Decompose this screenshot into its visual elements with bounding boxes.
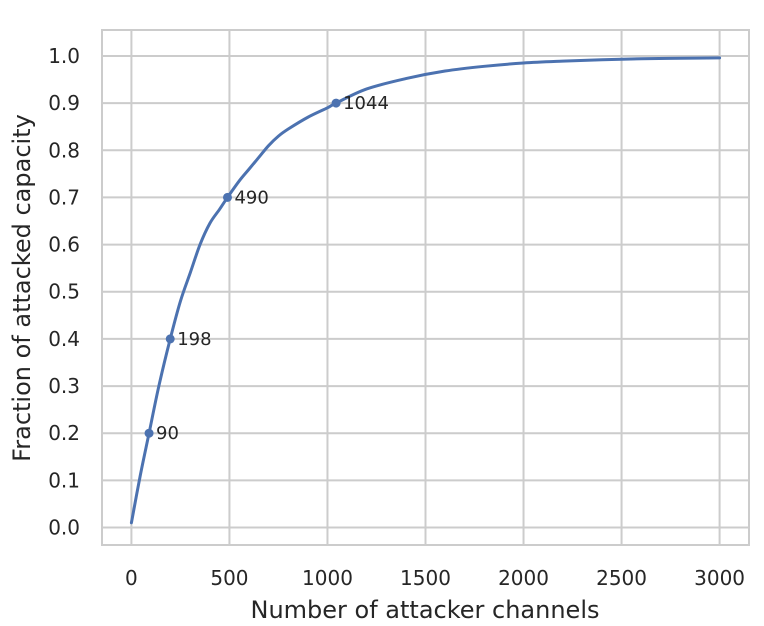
x-tick-label: 3000	[694, 566, 745, 590]
y-tick-label: 0.7	[48, 185, 80, 209]
data-point-label: 90	[156, 423, 179, 444]
tick-labels: 0 500 1000 1500 2000 2500 3000 0.0 0.1 0.2 0.3 0.4 0…	[48, 44, 745, 590]
y-tick-label: 0.3	[48, 374, 80, 398]
y-tick-label: 0.9	[48, 91, 80, 115]
y-tick-label: 0.1	[48, 468, 80, 492]
x-tick-label: 1000	[302, 566, 353, 590]
x-tick-label: 0	[125, 566, 138, 590]
y-axis-title: Fraction of attacked capacity	[8, 114, 36, 462]
x-tick-label: 500	[210, 566, 248, 590]
data-point	[222, 192, 232, 202]
y-tick-label: 0.4	[48, 327, 80, 351]
y-tick-label: 0.2	[48, 421, 80, 445]
x-axis-title: Number of attacker channels	[250, 596, 599, 624]
marked-points: 90 198 490 1044	[144, 93, 389, 444]
y-tick-label: 0.8	[48, 138, 80, 162]
series-line	[129, 56, 722, 525]
data-point-label: 198	[177, 329, 211, 350]
x-tick-label: 2000	[498, 566, 549, 590]
y-tick-label: 0.0	[48, 516, 80, 540]
y-tick-label: 1.0	[48, 44, 80, 68]
data-point-label: 490	[234, 187, 268, 208]
y-tick-label: 0.5	[48, 280, 80, 304]
x-tick-label: 2500	[596, 566, 647, 590]
data-point	[165, 334, 175, 344]
data-point	[331, 98, 341, 108]
data-point	[144, 428, 154, 438]
data-point-label: 1044	[343, 93, 389, 114]
x-tick-label: 1500	[400, 566, 451, 590]
y-tick-label: 0.6	[48, 233, 80, 257]
grid	[102, 30, 749, 545]
